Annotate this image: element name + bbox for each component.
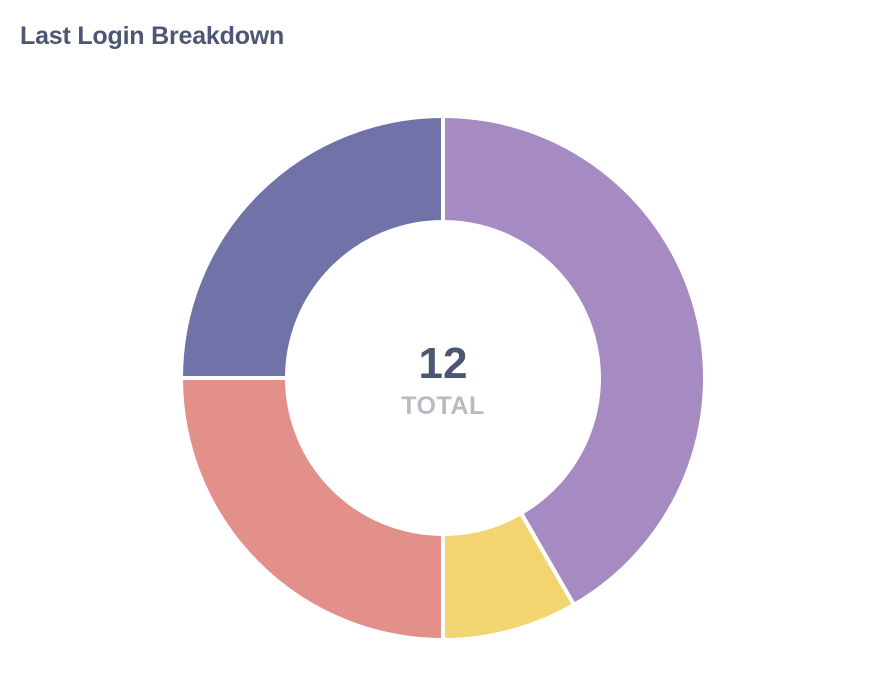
donut-slices: [178, 113, 707, 643]
donut-slice-4[interactable]: [178, 113, 445, 380]
card-title: Last Login Breakdown: [20, 22, 285, 50]
donut-slice-3[interactable]: [178, 376, 445, 643]
donut-total-label: TOTAL: [401, 392, 485, 420]
donut-total-value: 12: [419, 339, 468, 388]
donut-slice-1[interactable]: [441, 113, 707, 608]
